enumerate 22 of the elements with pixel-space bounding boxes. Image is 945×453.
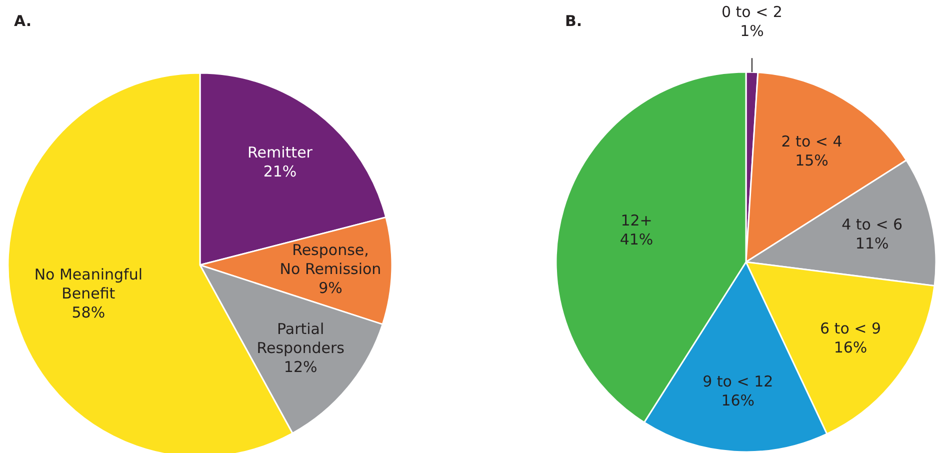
data-label: 1% xyxy=(740,22,764,40)
data-label: 12% xyxy=(284,358,318,376)
data-label: 16% xyxy=(721,391,755,410)
data-label: 58% xyxy=(72,304,106,322)
slice-label: No Meaningful Benefit xyxy=(34,266,143,303)
text: B. xyxy=(565,12,582,30)
slice-label: Partial Responders xyxy=(256,320,345,358)
slice-label: Remitter xyxy=(248,143,314,162)
data-label: 21% xyxy=(263,162,297,180)
data-label: 11% xyxy=(855,234,889,252)
data-label: 15% xyxy=(795,151,828,170)
slice-label: 12+ xyxy=(620,212,652,230)
slice-label: 6 to < 9 xyxy=(820,319,882,338)
slice-label: 0 to < 2 xyxy=(721,3,782,22)
chart-title: A. xyxy=(14,12,32,30)
slice-label: 4 to < 6 xyxy=(842,215,903,234)
slice-label: Response, No Remission xyxy=(280,241,382,278)
slice-label: 2 to < 4 xyxy=(781,132,842,150)
data-label: 41% xyxy=(620,230,654,249)
data-label: 16% xyxy=(834,338,868,356)
slice-label: 9 to < 12 xyxy=(702,372,774,390)
data-label: 9% xyxy=(318,279,342,298)
